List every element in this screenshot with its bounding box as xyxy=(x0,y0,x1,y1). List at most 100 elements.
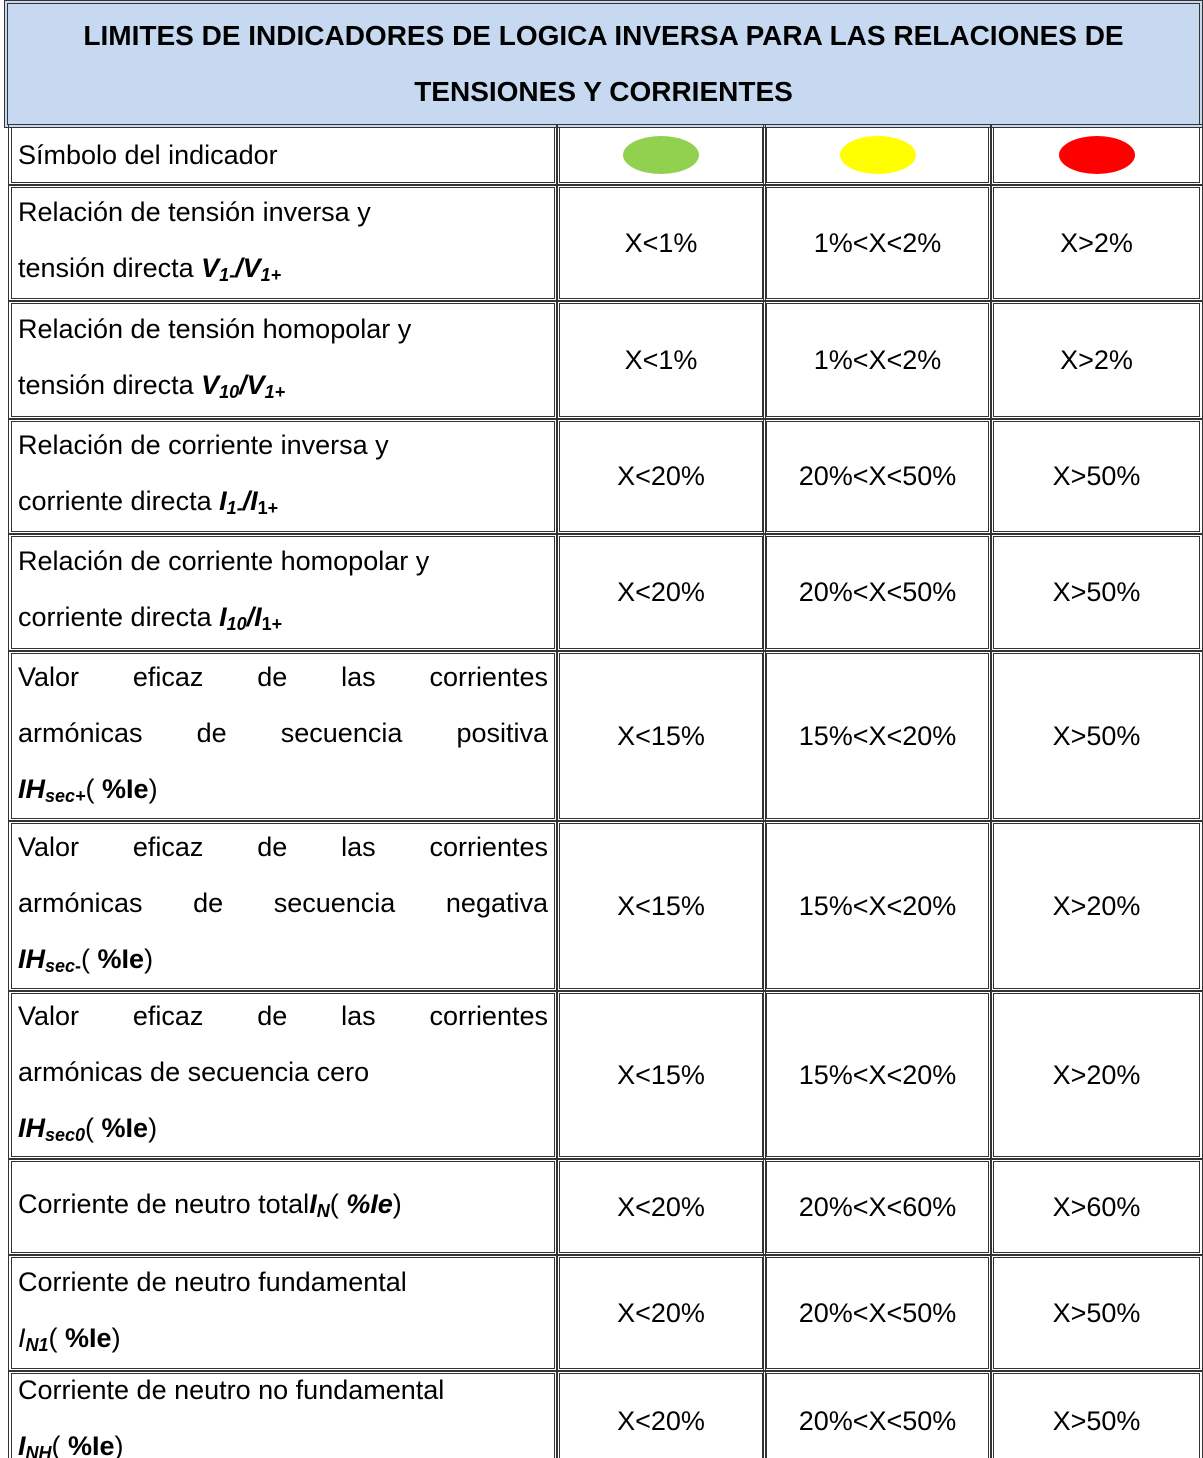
label-cell: Relación de corriente inversa y corriente… xyxy=(8,418,558,535)
value-cell: X>2% xyxy=(990,184,1203,302)
label-line: Valor eficaz de las corrientes xyxy=(18,819,548,875)
label-line: tensión directa V1-/V1+ xyxy=(18,240,548,303)
value: X<15% xyxy=(617,1059,705,1090)
label-cell: Valor eficaz de las corrientes armónicas … xyxy=(8,650,558,822)
label-line: IN1( %Ie) xyxy=(18,1310,548,1373)
value-cell: X<20% xyxy=(556,1370,766,1458)
label-text: %Ie xyxy=(102,773,149,804)
value: X>20% xyxy=(1052,890,1141,921)
label-text: 1+ xyxy=(260,264,282,285)
label-text: ( xyxy=(81,943,98,974)
label-text: I xyxy=(219,486,227,516)
label-line: armónicas de secuencia positiva xyxy=(18,705,548,761)
label-line: corriente directa I1-/I1+ xyxy=(18,473,548,536)
value-cell: X>20% xyxy=(990,820,1203,992)
label-text: %Ie xyxy=(346,1188,393,1219)
value-cell: X<20% xyxy=(556,1254,766,1372)
header: LIMITES DE INDICADORES DE LOGICA INVERSA… xyxy=(4,0,1203,128)
label-line: INH( %Ie) xyxy=(18,1418,548,1458)
value-cell: 15%<X<20% xyxy=(763,820,992,992)
value: 1%<X<2% xyxy=(813,344,942,375)
label-text: Relación de tensión inversa y xyxy=(18,196,371,227)
label-cell: Corriente de neutro fundamental IN1( %Ie) xyxy=(8,1254,558,1372)
value: X>2% xyxy=(1060,344,1133,375)
label-text: 1+ xyxy=(261,614,283,634)
label-cell: Corriente de neutro no fundamental INH( %… xyxy=(8,1370,558,1458)
label-text: Valor eficaz de las corrientes xyxy=(18,1000,548,1031)
label-cell: Valor eficaz de las corrientes armónicas … xyxy=(8,990,558,1160)
label-text: V xyxy=(201,369,220,400)
value: X>20% xyxy=(1052,1059,1141,1090)
value-cell: 20%<X<50% xyxy=(763,1254,992,1372)
label-text: sec0 xyxy=(45,1124,86,1145)
label-text: 1+ xyxy=(264,381,286,402)
label-text: N1 xyxy=(25,1334,49,1355)
label-line: Valor eficaz de las corrientes xyxy=(18,649,548,705)
label-text: %Ie xyxy=(97,943,145,974)
label-text: ( xyxy=(329,1188,347,1219)
value: X<15% xyxy=(617,720,705,751)
label-line: armónicas de secuencia cero xyxy=(18,1044,548,1100)
label-text: %Ie xyxy=(68,1430,115,1458)
label-line: armónicas de secuencia negativa xyxy=(18,875,548,931)
value-cell: 15%<X<20% xyxy=(763,650,992,822)
value: X>2% xyxy=(1060,227,1133,258)
label: Símbolo del indicador xyxy=(18,140,278,170)
value: 15%<X<20% xyxy=(798,720,957,751)
label-text: %Ie xyxy=(65,1322,112,1353)
value-cell: X<1% xyxy=(556,300,766,420)
label-line: Relación de corriente homopolar y xyxy=(18,533,548,589)
label-text: I xyxy=(219,602,227,632)
label-text: ) xyxy=(111,1322,121,1353)
label-text: IH xyxy=(18,773,45,804)
value-cell: X<20% xyxy=(556,1158,766,1256)
label-text: %Ie xyxy=(101,1112,149,1143)
value-cell: 20%<X<50% xyxy=(763,533,992,652)
label-cell: Símbolo del indicador xyxy=(8,124,558,186)
label-text: Relación de corriente inversa y xyxy=(18,430,389,460)
label-text: ) xyxy=(148,773,158,804)
label-text: 10 xyxy=(226,614,247,634)
label-text: /I xyxy=(242,486,258,516)
label-text: NH xyxy=(25,1442,52,1458)
value: X<1% xyxy=(624,227,698,258)
label-text: ) xyxy=(114,1430,124,1458)
value-cell: 1%<X<2% xyxy=(763,300,992,420)
label-text: ( xyxy=(85,773,103,804)
label-text: Corriente de neutro fundamental xyxy=(18,1266,407,1297)
label-text: N xyxy=(316,1200,330,1221)
label-text: ) xyxy=(148,1112,158,1143)
label-text: Relación de tensión homopolar y xyxy=(18,313,412,344)
value-cell: 1%<X<2% xyxy=(763,184,992,302)
value: X>60% xyxy=(1052,1191,1141,1222)
label-text: sec+ xyxy=(45,785,86,806)
label-text: armónicas de secuencia negativa xyxy=(18,887,548,918)
label-line: Corriente de neutro no fundamental xyxy=(18,1362,548,1418)
label-text: corriente directa xyxy=(18,602,220,632)
label-text: tensión directa xyxy=(18,252,202,283)
value: X<20% xyxy=(617,1297,705,1328)
value-cell: X>50% xyxy=(990,1370,1203,1458)
indicator-cell xyxy=(763,124,992,186)
value-cell: X>60% xyxy=(990,1158,1203,1256)
label-text: Valor eficaz de las corrientes xyxy=(18,831,548,862)
indicator-dot xyxy=(839,136,916,174)
indicator-dot xyxy=(1058,136,1135,174)
value-cell: 20%<X<50% xyxy=(763,418,992,535)
label-text: Corriente de neutro no fundamental xyxy=(18,1374,445,1405)
value: X<20% xyxy=(617,461,705,491)
value: X>50% xyxy=(1052,720,1141,751)
label-text: I xyxy=(309,1188,317,1219)
label-line: corriente directa I10/I1+ xyxy=(18,589,548,652)
label-text: ) xyxy=(144,943,154,974)
label-text: I xyxy=(18,1430,26,1458)
value-cell: X>50% xyxy=(990,418,1203,535)
value-cell: X<1% xyxy=(556,184,766,302)
value-cell: X<15% xyxy=(556,650,766,822)
label-text: 10 xyxy=(219,381,240,402)
value-cell: 15%<X<20% xyxy=(763,990,992,1160)
value-cell: X>20% xyxy=(990,990,1203,1160)
label-line: IHsec0( %Ie) xyxy=(18,1100,548,1163)
value: X>50% xyxy=(1052,461,1141,491)
value: X>50% xyxy=(1052,1297,1141,1328)
